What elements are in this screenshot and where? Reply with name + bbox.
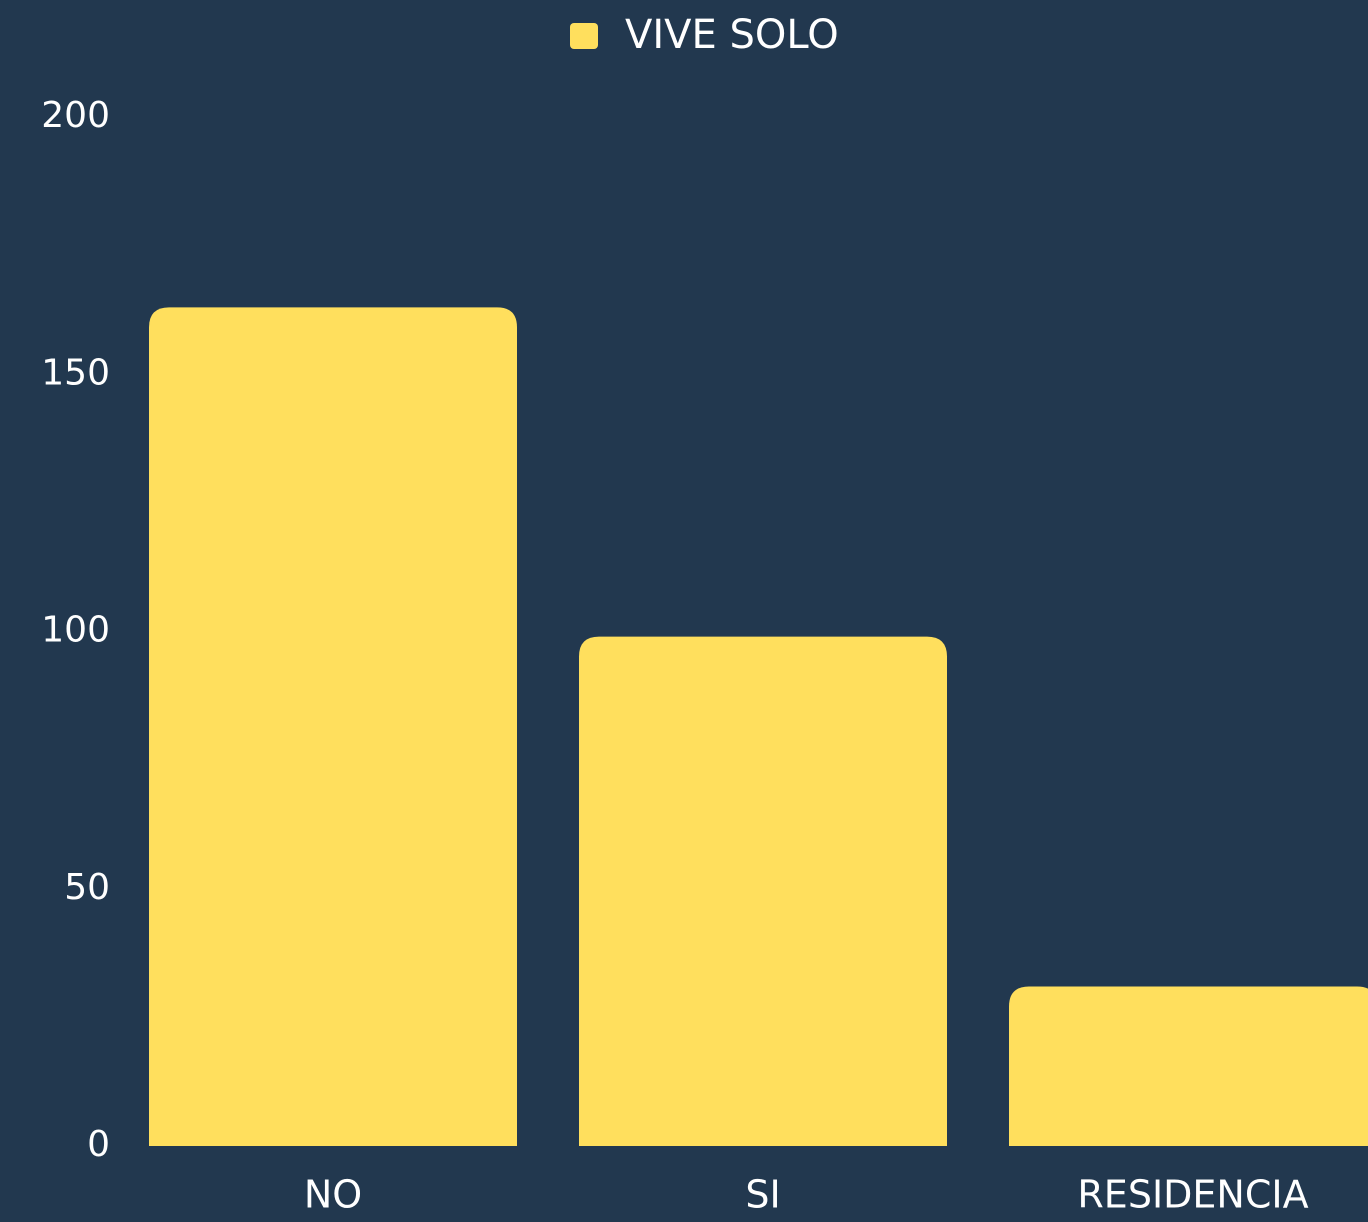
y-tick-label: 200 bbox=[41, 95, 110, 136]
y-tick-label: 100 bbox=[41, 610, 110, 651]
y-tick-label: 0 bbox=[87, 1124, 110, 1165]
x-tick-label: RESIDENCIA bbox=[1077, 1173, 1308, 1217]
legend-label: VIVE SOLO bbox=[625, 12, 839, 58]
legend-swatch bbox=[570, 23, 598, 49]
bar bbox=[579, 636, 947, 1146]
bar bbox=[1009, 986, 1368, 1146]
x-tick-label: NO bbox=[304, 1173, 362, 1217]
y-tick-label: 50 bbox=[64, 867, 110, 908]
y-tick-label: 150 bbox=[41, 352, 110, 393]
bar bbox=[149, 307, 517, 1146]
x-tick-label: SI bbox=[745, 1173, 780, 1217]
